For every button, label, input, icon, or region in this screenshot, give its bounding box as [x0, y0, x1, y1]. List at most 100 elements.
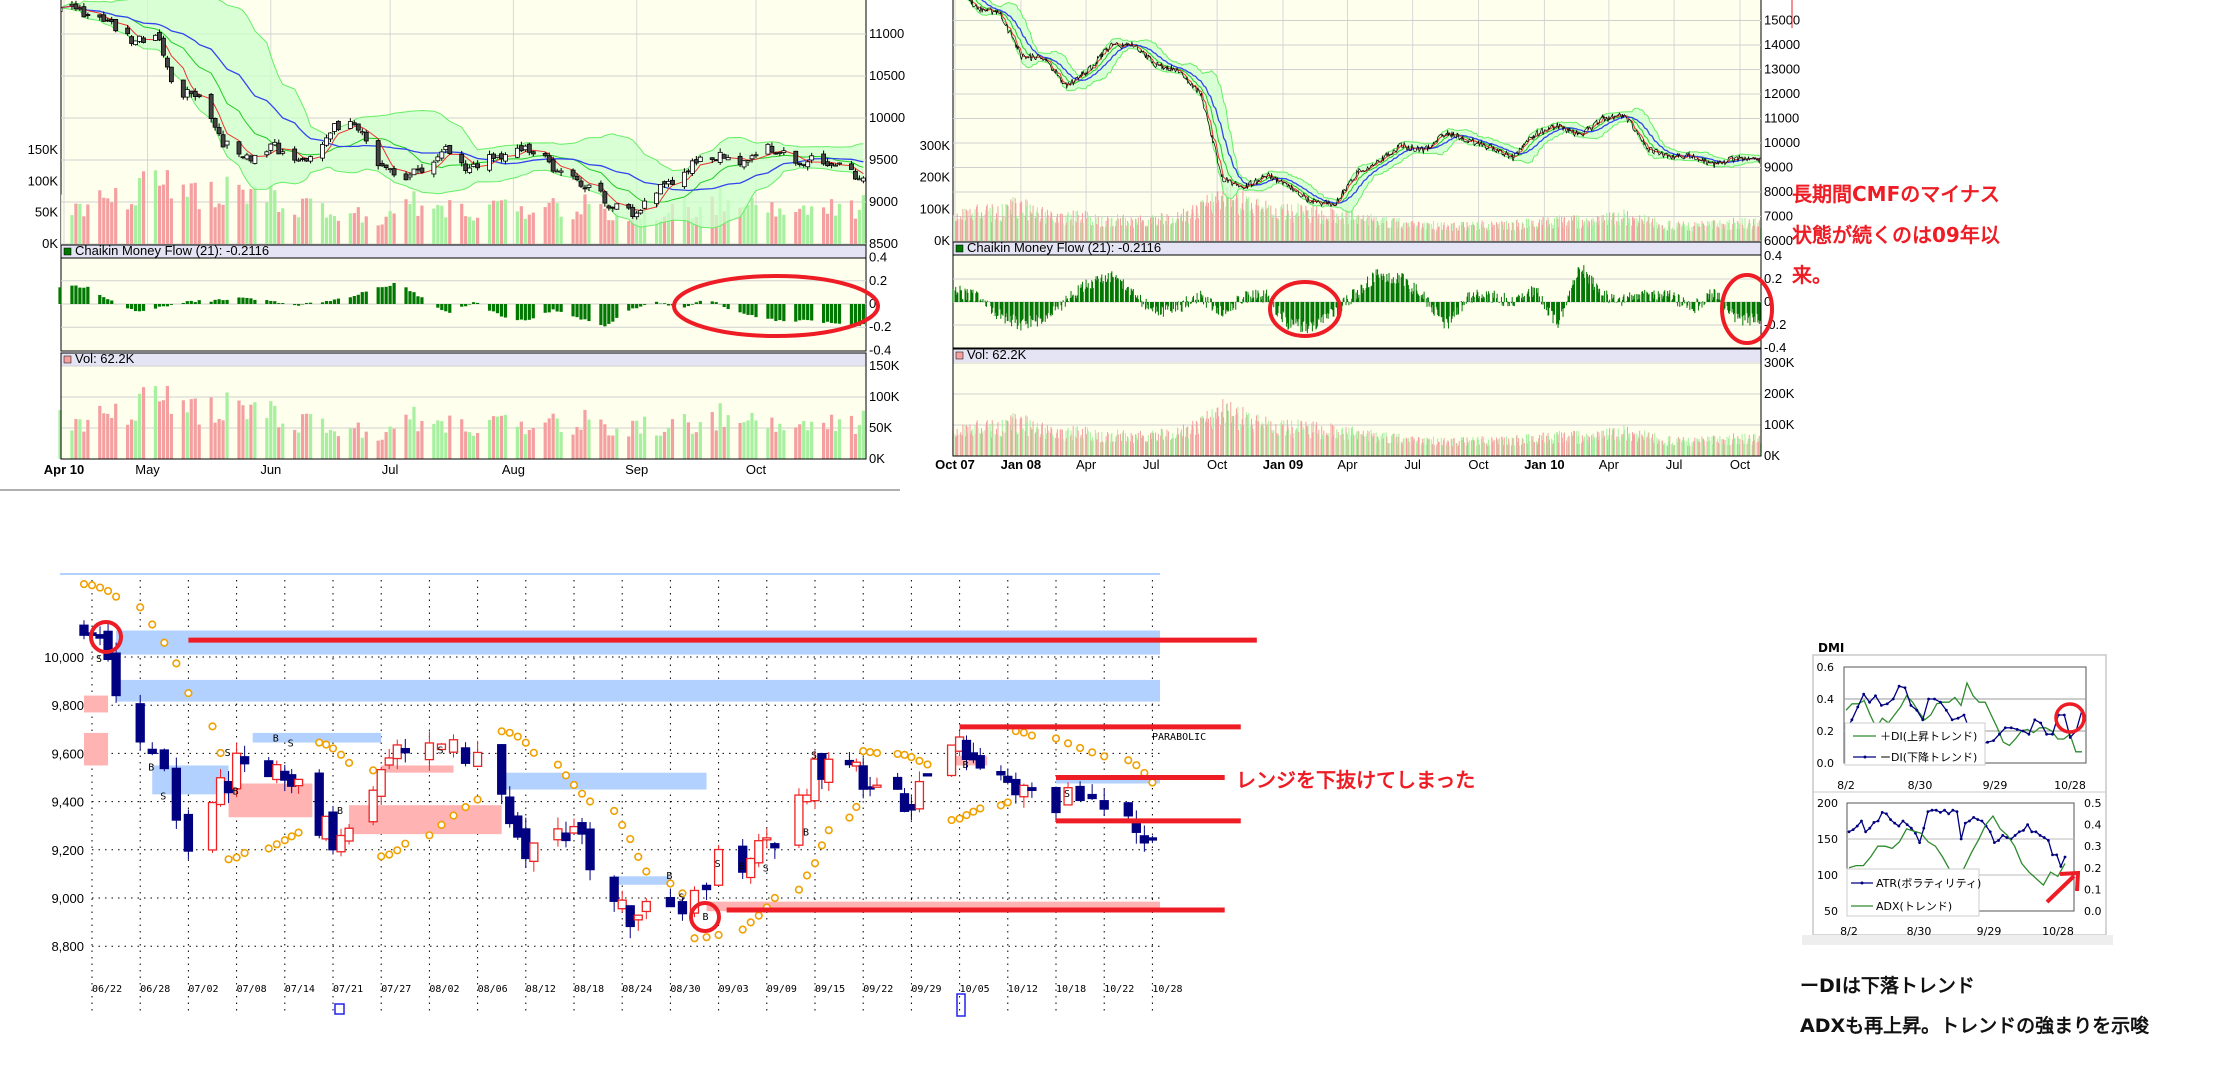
volume-overlay-bar — [1079, 222, 1081, 241]
volume-bar — [1145, 443, 1147, 456]
cmf-bar — [1061, 302, 1063, 311]
volume-bar — [1528, 441, 1530, 456]
signal-sell-marker: S — [225, 748, 231, 759]
cmf-bar — [1211, 302, 1213, 311]
volume-bar — [1055, 439, 1057, 456]
volume-overlay-bar — [1302, 211, 1304, 241]
volume-overlay-bar — [1566, 225, 1568, 241]
candle — [308, 156, 313, 162]
cmf-bar — [1568, 290, 1570, 302]
volume-overlay-bar — [1099, 227, 1101, 241]
volume-overlay-bar — [1733, 217, 1735, 241]
cmf-bar — [491, 304, 496, 312]
volume-overlay-bar — [1732, 224, 1734, 241]
volume-overlay-bar — [1230, 185, 1232, 241]
volume-bar — [1618, 437, 1620, 456]
cmf-bar — [1365, 288, 1367, 302]
candle-up — [824, 758, 834, 783]
volume-bar — [161, 400, 166, 459]
dmi-point — [1959, 837, 1963, 841]
cmf-bar — [1457, 302, 1459, 315]
candle — [272, 141, 278, 146]
volume-bar — [1718, 444, 1720, 456]
volume-bar — [1307, 425, 1309, 456]
legend-label: ATR(ボラティリティ) — [1876, 877, 1981, 890]
volume-bar — [1633, 435, 1635, 456]
cmf-bar — [1465, 302, 1467, 304]
candle — [769, 145, 775, 153]
volume-bar — [1673, 444, 1675, 456]
volume-overlay-bar — [1331, 222, 1333, 241]
volume-overlay-bar — [1136, 222, 1138, 241]
volume-bar — [265, 418, 269, 459]
volume-bar — [1187, 438, 1189, 456]
x-tick-label: 07/21 — [333, 984, 363, 995]
volume-overlay-bar — [1656, 222, 1658, 241]
cmf-bar — [1255, 289, 1257, 302]
cmf-bar — [1639, 294, 1641, 302]
cmf-bar — [1076, 295, 1078, 302]
volume-bar — [301, 414, 305, 459]
volume-bar — [1060, 429, 1062, 456]
cmf-bar — [1046, 302, 1048, 319]
volume-overlay-bar — [1596, 221, 1598, 241]
volume-bar — [970, 430, 972, 456]
volume-bar — [1155, 441, 1157, 456]
volume-bar — [1000, 435, 1002, 456]
cmf-bar — [1627, 297, 1629, 302]
volume-bar — [980, 428, 982, 456]
cmf-bar — [82, 287, 86, 304]
volume-bar — [966, 432, 968, 456]
volume-bar — [1120, 440, 1122, 456]
cmf-bar — [1417, 294, 1419, 302]
cmf-bar — [1137, 295, 1139, 302]
volume-bar — [1074, 436, 1076, 456]
sar-dot — [1063, 739, 1073, 748]
cmf-bar — [1026, 302, 1028, 324]
cmf-bar — [1483, 296, 1485, 302]
volume-overlay-bar — [1081, 213, 1083, 241]
volume-overlay-bar — [1497, 223, 1499, 241]
range-breakdown-note: レンジを下抜けてしまった — [1236, 768, 1476, 792]
volume-overlay-bar — [1231, 200, 1233, 241]
cmf-bar — [1250, 296, 1252, 302]
cmf-bar — [1181, 302, 1183, 312]
volume-overlay-bar — [1181, 223, 1183, 241]
volume-overlay-bar — [106, 198, 110, 244]
volume-bar — [1503, 437, 1505, 456]
sar-dot — [770, 893, 779, 903]
volume-overlay-bar — [332, 216, 337, 244]
volume-overlay-bar — [1436, 228, 1438, 241]
candle — [857, 178, 862, 181]
volume-overlay-bar — [1526, 218, 1528, 241]
cmf-bar — [837, 304, 842, 324]
volume-bar — [1390, 442, 1392, 456]
volume-overlay-bar — [1206, 194, 1208, 241]
volume-bar — [1577, 436, 1579, 456]
volume-bar — [1616, 438, 1618, 456]
cmf-bar — [1208, 302, 1210, 303]
volume-overlay-bar — [962, 208, 964, 241]
candle-down — [497, 744, 507, 795]
cmf-bar — [1136, 298, 1138, 302]
candle-down — [1011, 778, 1021, 796]
candle — [797, 162, 803, 166]
volume-overlay-bar — [1473, 225, 1475, 241]
cmf-bar — [1348, 302, 1350, 306]
cmf-bar — [1172, 302, 1174, 310]
volume-overlay-bar — [1491, 222, 1493, 241]
volume-bar — [1473, 439, 1475, 456]
volume-bar — [1576, 430, 1578, 456]
volume-bar — [1102, 442, 1104, 456]
cmf-bar — [1687, 302, 1689, 306]
volume-overlay-bar — [1696, 222, 1698, 241]
volume-overlay-bar — [1455, 227, 1457, 241]
volume-overlay-bar — [1288, 213, 1290, 241]
cmf-bar — [1623, 294, 1625, 302]
volume-bar — [977, 427, 979, 456]
volume-overlay-bar — [658, 220, 663, 244]
volume-bar — [1456, 443, 1458, 456]
volume-bar — [1317, 434, 1319, 456]
volume-bar — [1011, 417, 1013, 456]
volume-overlay-bar — [1744, 218, 1746, 241]
